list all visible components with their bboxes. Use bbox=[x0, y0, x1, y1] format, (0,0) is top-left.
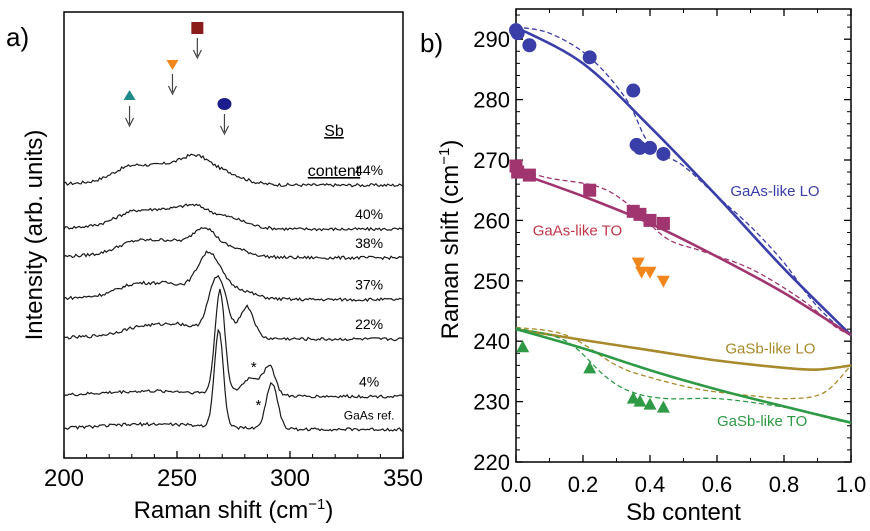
gasb-like-to-point bbox=[583, 361, 597, 374]
b-y-axis-title-close: ) bbox=[437, 140, 464, 148]
star-mark-0: * bbox=[251, 359, 257, 376]
x-tick-label-3: 350 bbox=[383, 465, 423, 492]
spectrum-line-6 bbox=[63, 328, 404, 432]
gasb-like-to-point bbox=[633, 394, 647, 407]
legend-title-line2: content bbox=[308, 163, 361, 180]
b-y-tick-label-5: 270 bbox=[473, 148, 510, 173]
panel-b-raman-shift-vs-sb: b) 0.0 0.2 0.4 0.6 0.8 1.0 220 230 240 250 260 270 28… bbox=[420, 8, 867, 526]
b-x-tick-label-4: 0.8 bbox=[769, 472, 800, 497]
x-tick-label-1: 250 bbox=[157, 465, 197, 492]
spectrum-label-4: 22% bbox=[355, 316, 383, 332]
peak-arrow-head bbox=[192, 49, 202, 60]
b-x-tick-label-2: 0.4 bbox=[635, 472, 666, 497]
peak-marker-triangle bbox=[123, 90, 136, 100]
legend-title-line1: Sb bbox=[324, 123, 344, 140]
gasb-like-to-point bbox=[626, 391, 640, 404]
spectrum-label-1: 40% bbox=[355, 206, 383, 222]
peak-arrow-head bbox=[125, 117, 135, 128]
peak-marker-square bbox=[191, 22, 204, 34]
b-y-tick-label-1: 230 bbox=[473, 390, 510, 415]
peak-arrow-head bbox=[167, 85, 178, 96]
gasb-like-lo-dashed-fit bbox=[515, 326, 852, 400]
annotation-gaas-like-to: GaAs-like TO bbox=[533, 223, 622, 240]
x-tick-label-2: 300 bbox=[270, 465, 310, 492]
gasb-like-to-point bbox=[643, 397, 657, 410]
peak-marker-triangle-down bbox=[166, 60, 179, 70]
y-axis-title: Intensity (arb. units) bbox=[21, 130, 48, 341]
spectrum-label-2: 38% bbox=[355, 235, 383, 251]
gasb-like-to-point bbox=[656, 400, 670, 413]
b-x-tick-label-5: 1.0 bbox=[836, 472, 867, 497]
gaas-like-to-point bbox=[633, 207, 647, 221]
gaas-like-lo-point bbox=[522, 38, 537, 53]
gaas-like-to-point bbox=[511, 165, 525, 179]
peak-arrow-head bbox=[219, 125, 229, 136]
series-2-point bbox=[656, 275, 670, 288]
gaas-like-to-point bbox=[643, 213, 657, 227]
gaas-like-lo-point bbox=[582, 50, 597, 65]
gaas-like-to-solid-fit bbox=[515, 170, 852, 337]
gaas-like-lo-point bbox=[510, 26, 525, 41]
gaas-like-to-point bbox=[522, 168, 536, 182]
spectrum-line-3 bbox=[63, 250, 404, 303]
gaas-like-to-dashed-fit bbox=[515, 168, 852, 336]
panel-a-label: a) bbox=[6, 22, 29, 52]
spectrum-label-3: 37% bbox=[355, 277, 383, 293]
b-x-tick-label-1: 0.2 bbox=[568, 472, 599, 497]
gasb-like-to-point bbox=[516, 340, 530, 353]
gaas-like-lo-point bbox=[656, 146, 671, 161]
series-2-point bbox=[631, 257, 645, 270]
spectrum-line-5 bbox=[63, 288, 404, 399]
b-y-tick-label-7: 290 bbox=[473, 27, 510, 52]
b-x-axis-title: Sb content bbox=[626, 499, 741, 526]
panel-a-frame bbox=[63, 11, 404, 459]
x-axis-title-close: ) bbox=[325, 497, 333, 524]
x-axis-title-sup: −1 bbox=[308, 496, 325, 513]
annotation-gasb-like-to: GaSb-like TO bbox=[717, 413, 807, 430]
gaas-like-lo-point bbox=[626, 83, 641, 98]
gaas-like-to-point bbox=[656, 216, 670, 230]
spectrum-label-0: 44% bbox=[355, 162, 383, 178]
gaas-like-to-point bbox=[583, 183, 597, 197]
panel-b-label: b) bbox=[420, 28, 443, 58]
panel-a-raman-spectra: a) 200 250 300 350 Raman shift (cm−1) Intensit… bbox=[6, 11, 423, 524]
series-2-point bbox=[643, 266, 657, 279]
b-y-axis-title-sup: −1 bbox=[436, 148, 453, 165]
series-2-point bbox=[635, 266, 649, 279]
spectrum-line-1 bbox=[63, 203, 404, 232]
spectrum-line-2 bbox=[63, 226, 404, 261]
b-y-tick-label-2: 240 bbox=[473, 329, 510, 354]
x-axis-title-text: Raman shift (cm bbox=[134, 497, 309, 524]
b-y-axis-title: Raman shift (cm−1) bbox=[436, 140, 464, 340]
gaas-like-lo-solid-fit bbox=[515, 25, 852, 337]
b-y-tick-label-6: 280 bbox=[473, 88, 510, 113]
spectrum-label-5: 4% bbox=[359, 373, 379, 389]
b-y-tick-label-4: 260 bbox=[473, 208, 510, 233]
b-x-tick-label-3: 0.6 bbox=[702, 472, 733, 497]
peak-marker-circle bbox=[217, 98, 232, 110]
b-y-tick-label-0: 220 bbox=[473, 450, 510, 475]
b-y-axis-title-text: Raman shift (cm bbox=[437, 165, 464, 340]
x-axis-title: Raman shift (cm−1) bbox=[134, 496, 334, 524]
spectrum-label-6: GaAs ref. bbox=[344, 408, 395, 422]
star-mark-1: * bbox=[255, 397, 261, 414]
gaas-like-lo-point bbox=[643, 140, 657, 155]
gaas-like-lo-point bbox=[632, 140, 647, 155]
annotation-gaas-like-lo: GaAs-like LO bbox=[730, 183, 819, 200]
spectrum-line-0 bbox=[63, 153, 404, 188]
gasb-like-lo-solid-fit bbox=[515, 327, 852, 371]
spectrum-line-4 bbox=[63, 274, 404, 342]
b-x-tick-label-0: 0.0 bbox=[501, 472, 532, 497]
gasb-like-to-solid-fit bbox=[515, 327, 852, 424]
gaas-like-lo-dashed-fit bbox=[515, 26, 852, 336]
b-y-tick-label-3: 250 bbox=[473, 269, 510, 294]
x-tick-label-0: 200 bbox=[44, 465, 84, 492]
annotation-gasb-like-lo: GaSb-like LO bbox=[725, 340, 815, 357]
